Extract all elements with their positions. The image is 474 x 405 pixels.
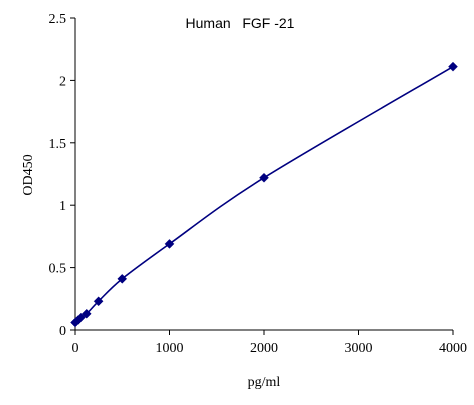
data-point (117, 273, 128, 284)
y-tick-label: 1 (59, 199, 66, 214)
y-tick-label: 2.5 (49, 12, 67, 27)
x-axis-ticks: 0 1000 2000 3000 4000 (72, 330, 467, 356)
y-tick-label: 0.5 (49, 262, 67, 277)
y-tick-label: 2 (59, 74, 66, 89)
data-point (259, 172, 269, 183)
y-tick-label: 1.5 (49, 137, 67, 152)
series-line (74, 65, 454, 324)
data-point (81, 308, 92, 319)
data-point (448, 61, 458, 72)
x-axis-label: pg/ml (248, 375, 281, 390)
x-tick-label: 2000 (250, 341, 278, 356)
data-point (93, 296, 104, 307)
y-tick-label: 0 (59, 324, 66, 339)
chart-title: Human FGF -21 (186, 15, 295, 31)
x-tick-label: 1000 (156, 341, 184, 356)
x-tick-label: 3000 (345, 341, 373, 356)
y-axis-ticks: 0 0.5 1 1.5 2 2.5 (49, 12, 75, 339)
series-points (70, 61, 458, 328)
data-point (76, 312, 86, 323)
x-tick-label: 4000 (439, 341, 467, 356)
x-tick-label: 0 (72, 341, 79, 356)
y-axis-label: OD450 (21, 154, 36, 195)
data-point (164, 239, 175, 249)
